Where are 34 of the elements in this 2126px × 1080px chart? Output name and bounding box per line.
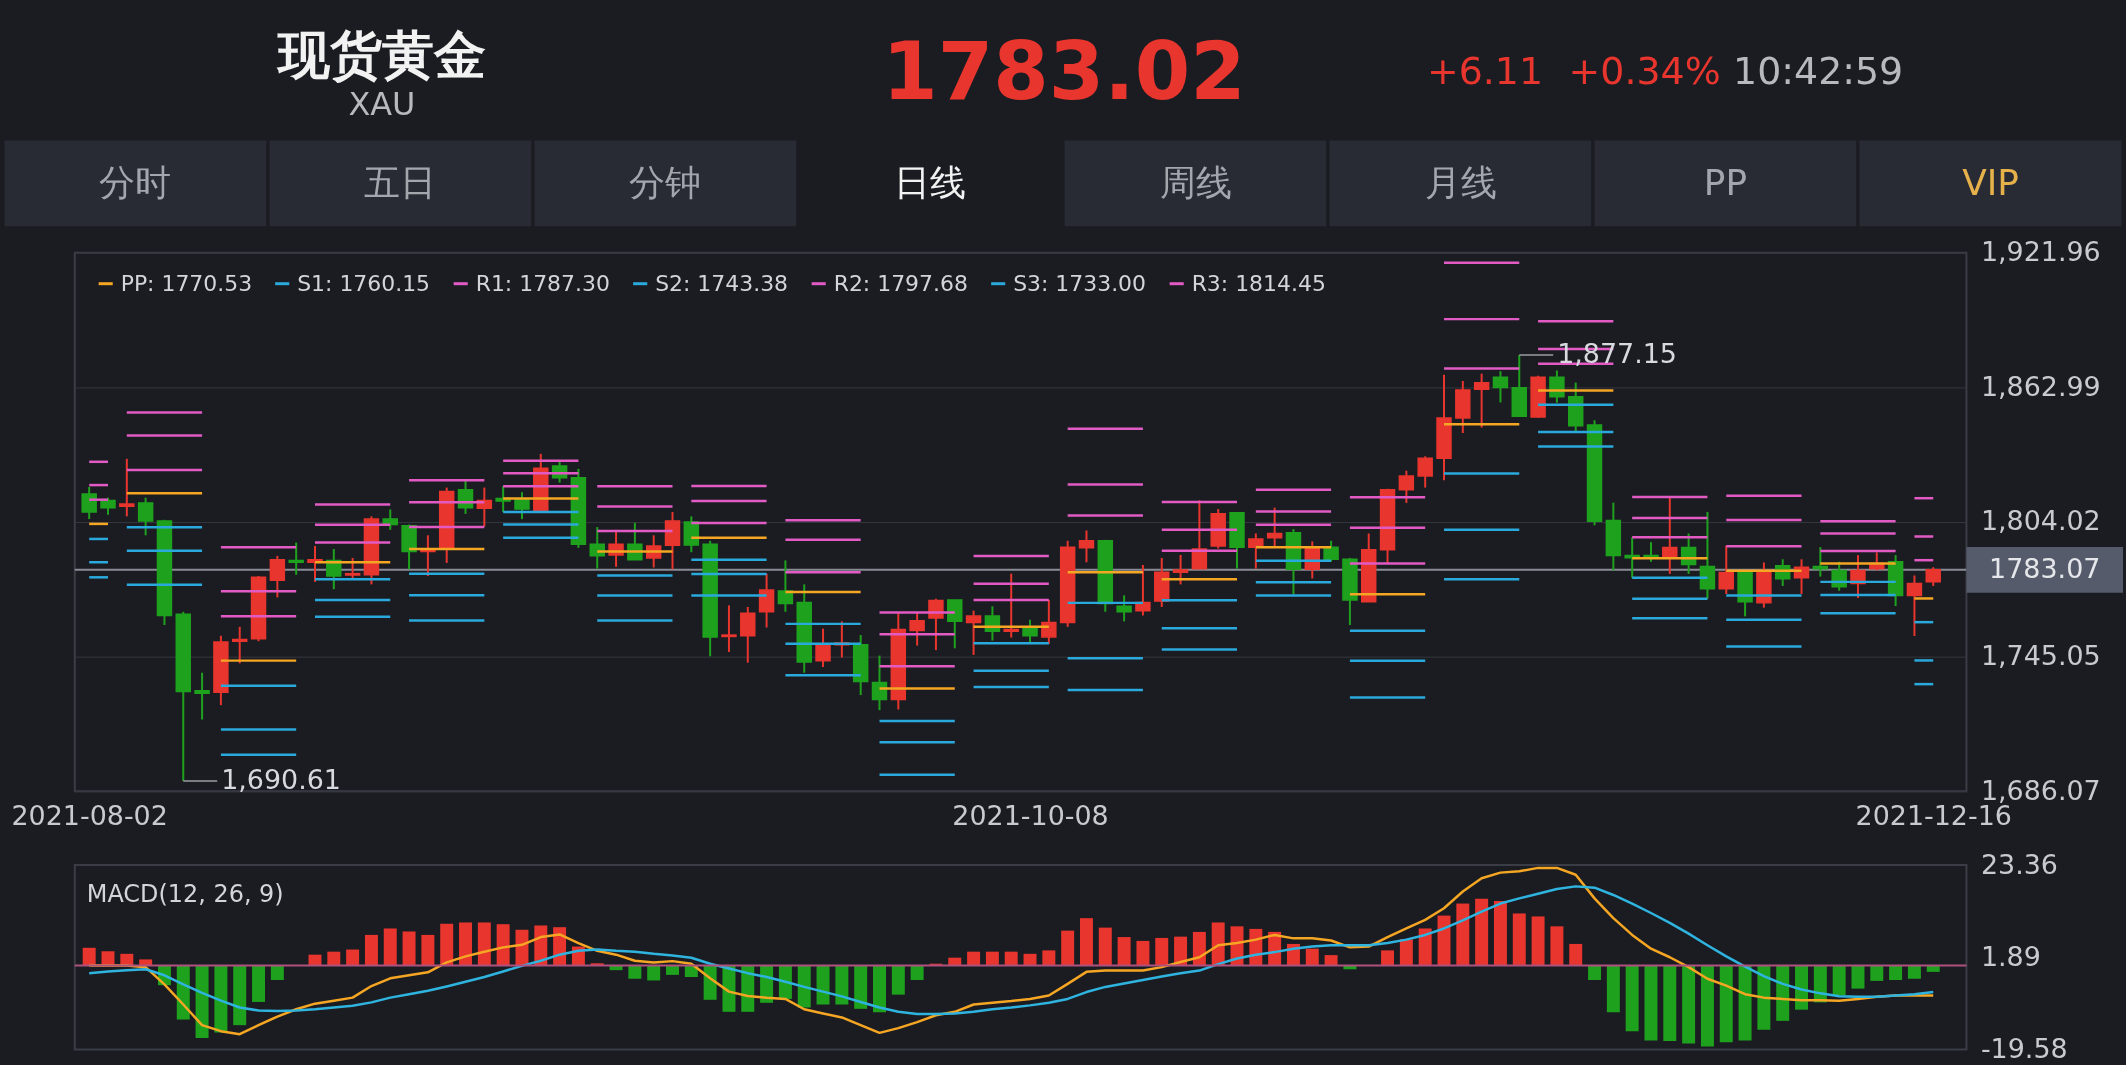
legend-label: R1: 1787.30 — [475, 270, 610, 296]
legend-label: S1: 1760.15 — [297, 270, 431, 296]
y-tick-label: 1,862.99 — [1980, 370, 2101, 402]
chart-subtitle: XAU — [348, 85, 416, 124]
text: +0.34% — [1568, 49, 1721, 94]
y-tick-label: 1,745.05 — [1980, 640, 2101, 672]
annotation: 1,877.15 — [1557, 338, 1677, 370]
y-tick-label: 23.36 — [1980, 848, 2058, 880]
text: 分钟 — [629, 161, 702, 203]
x-tick-label: 2021-10-08 — [952, 799, 1109, 831]
text: 周线 — [1159, 161, 1232, 203]
text: 日线 — [894, 161, 967, 203]
text: PP — [1703, 161, 1748, 203]
text: 10:42:59 — [1733, 49, 1904, 94]
chart-title: 现货黄金 — [275, 25, 486, 86]
text: 五日 — [364, 161, 437, 203]
x-tick-label: 2021-08-02 — [11, 799, 168, 831]
legend-label: PP: 1770.53 — [120, 270, 253, 296]
y-tick-label: 1.89 — [1980, 940, 2041, 972]
legend-label: S3: 1733.00 — [1013, 270, 1147, 296]
annotation: 1,690.61 — [221, 763, 341, 795]
text: 1783.02 — [882, 25, 1246, 119]
y-tick-label: 1,804.02 — [1980, 505, 2101, 537]
legend-label: R3: 1814.45 — [1191, 270, 1326, 296]
y-tick-label: 1,921.96 — [1980, 236, 2101, 268]
text: 月线 — [1424, 161, 1497, 203]
text: +6.11 — [1426, 49, 1544, 94]
text: MACD(12, 26, 9) — [86, 879, 284, 908]
ref-line-label: 1783.07 — [1989, 552, 2101, 584]
text: 分时 — [99, 161, 172, 203]
legend-label: R2: 1797.68 — [833, 270, 968, 296]
legend-label: S2: 1743.38 — [655, 270, 789, 296]
y-tick-label: -19.58 — [1980, 1033, 2068, 1065]
text: VIP — [1962, 161, 2019, 203]
